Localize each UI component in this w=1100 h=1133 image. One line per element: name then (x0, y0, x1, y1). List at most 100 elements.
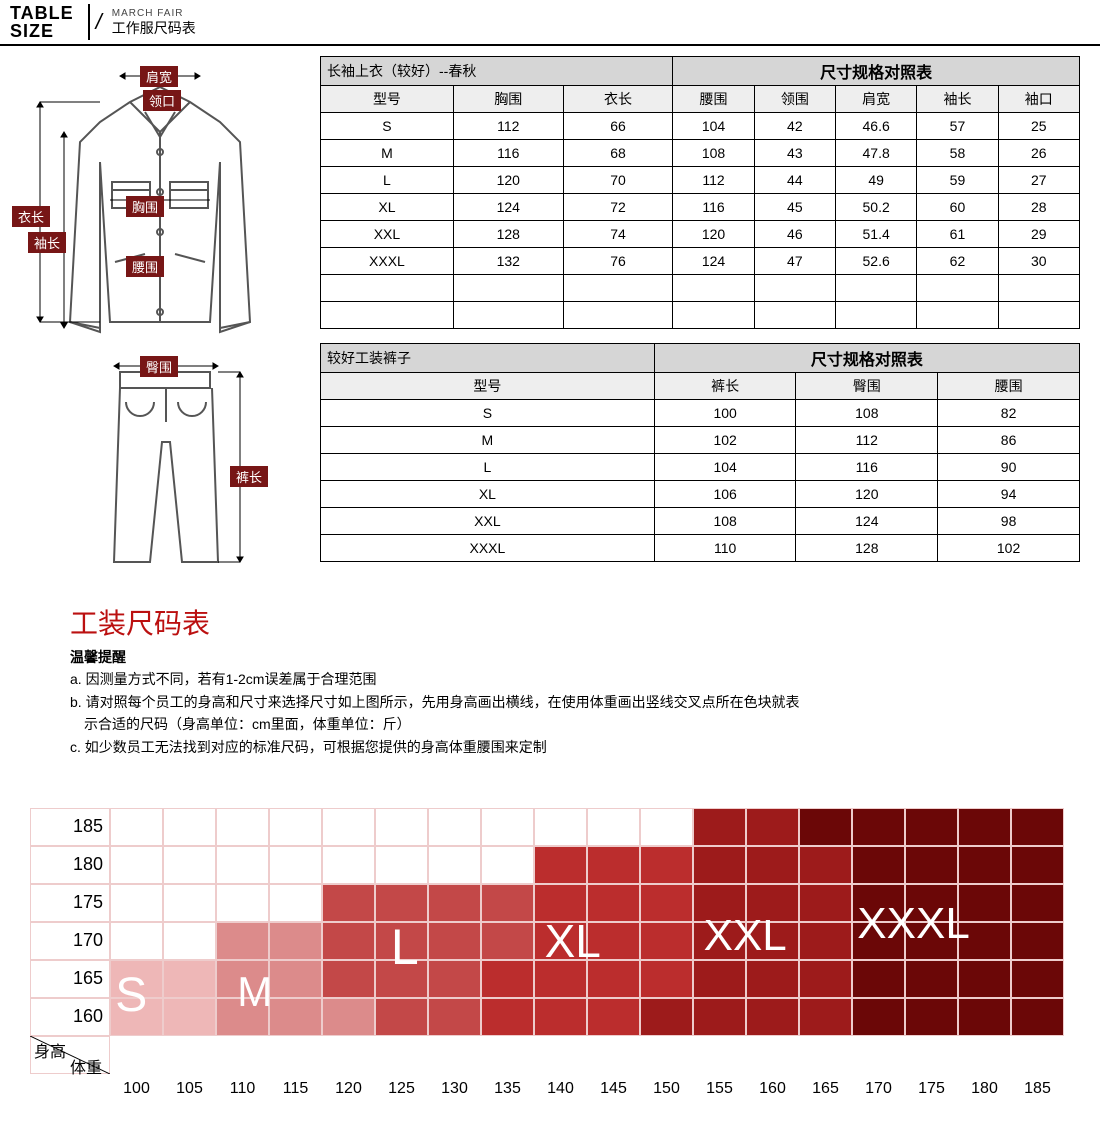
heatmap-cell (110, 846, 163, 884)
heatmap-cell (216, 960, 269, 998)
heatmap-cell (587, 884, 640, 922)
heatmap-cell (746, 808, 799, 846)
heatmap-cell (799, 846, 852, 884)
garment-diagram: 肩宽 领口 胸围 衣长 袖长 腰围 臀围 裤长 (0, 56, 320, 592)
heatmap-cell (587, 960, 640, 998)
heatmap-cell (428, 846, 481, 884)
heatmap-cell (852, 922, 905, 960)
heatmap-cell (481, 960, 534, 998)
heatmap-cell (534, 998, 587, 1036)
heatmap-cell (534, 922, 587, 960)
heatmap-cell (958, 922, 1011, 960)
top-section: 肩宽 领口 胸围 衣长 袖长 腰围 臀围 裤长 长袖上衣（较好）--春秋尺寸规格… (0, 56, 1100, 592)
note-b2: 示合适的尺码（身高单位：cm里面，体重单位：斤） (70, 713, 1100, 735)
heatmap-cell (746, 884, 799, 922)
heatmap-ylabel: 165 (30, 960, 110, 998)
title-english: TABLE SIZE (10, 4, 90, 40)
heatmap-cell (534, 808, 587, 846)
heatmap-cell (746, 922, 799, 960)
heatmap-cell (587, 922, 640, 960)
heatmap-xlabel: 120 (322, 1074, 375, 1098)
heatmap-xlabel: 185 (1011, 1074, 1064, 1098)
subtitle: MARCH FAIR 工作服尺码表 (112, 8, 196, 37)
heatmap-cell (375, 960, 428, 998)
heatmap-cell (693, 960, 746, 998)
heatmap-cell (322, 922, 375, 960)
heatmap-xlabel: 140 (534, 1074, 587, 1098)
heatmap-cell (481, 884, 534, 922)
heatmap-cell (269, 960, 322, 998)
heatmap-cell (640, 960, 693, 998)
heatmap-cell (375, 846, 428, 884)
heatmap-cell (799, 922, 852, 960)
heatmap-xlabel: 100 (110, 1074, 163, 1098)
note-a: a. 因测量方式不同，若有1-2cm误差属于合理范围 (70, 668, 1100, 690)
heatmap-cell (481, 998, 534, 1036)
heatmap-cell (269, 922, 322, 960)
heatmap-cell (163, 884, 216, 922)
heatmap-cell (640, 922, 693, 960)
heatmap-cell (322, 960, 375, 998)
heatmap-cell (428, 998, 481, 1036)
heatmap-cell (746, 846, 799, 884)
heatmap-xlabel: 145 (587, 1074, 640, 1098)
heatmap-ylabel: 170 (30, 922, 110, 960)
heatmap-region: 185180175170165160 SMLXLXXLXXXL 10010511… (30, 808, 1090, 1098)
notes-title: 温馨提醒 (70, 646, 1100, 668)
tag-pantslen: 裤长 (230, 466, 268, 487)
tag-chest: 胸围 (126, 196, 164, 217)
heatmap-cell (269, 884, 322, 922)
heatmap-cell (375, 922, 428, 960)
heatmap-cell (1011, 922, 1064, 960)
heatmap-xlabel: 115 (269, 1074, 322, 1098)
heatmap-xlabel: 170 (852, 1074, 905, 1098)
subtitle-zh: 工作服尺码表 (112, 20, 196, 37)
heatmap-ylabel: 160 (30, 998, 110, 1036)
heatmap-cell (958, 960, 1011, 998)
heatmap-ylabel: 180 (30, 846, 110, 884)
heatmap-cell (852, 998, 905, 1036)
heatmap-cell (693, 922, 746, 960)
heatmap-xlabel: 130 (428, 1074, 481, 1098)
heatmap-cell (852, 808, 905, 846)
heatmap-cell (375, 884, 428, 922)
heatmap-cell (163, 998, 216, 1036)
tag-waist: 腰围 (126, 256, 164, 277)
heatmap-xlabel: 165 (799, 1074, 852, 1098)
top-size-table: 长袖上衣（较好）--春秋尺寸规格对照表型号胸围衣长腰围领围肩宽袖长袖口S1126… (320, 56, 1080, 329)
heatmap-cell (852, 846, 905, 884)
heatmap-xlabel: 105 (163, 1074, 216, 1098)
heatmap-cell (1011, 846, 1064, 884)
mid-heading: 工装尺码表 (70, 602, 1100, 642)
heatmap-cell (905, 960, 958, 998)
heatmap-cell (110, 922, 163, 960)
heatmap-cell (799, 998, 852, 1036)
heatmap-cell (163, 960, 216, 998)
heatmap-cell (481, 846, 534, 884)
heatmap-cell (958, 998, 1011, 1036)
heatmap-cell (322, 884, 375, 922)
heatmap-cell (693, 846, 746, 884)
page-header: TABLE SIZE / MARCH FAIR 工作服尺码表 (0, 0, 1100, 46)
heatmap-cell (958, 808, 1011, 846)
heatmap-cell (905, 884, 958, 922)
tag-sleeve: 袖长 (28, 232, 66, 253)
heatmap-xlabel: 180 (958, 1074, 1011, 1098)
title-en-line1: TABLE (10, 4, 74, 22)
heatmap-cell (216, 922, 269, 960)
tag-hip: 臀围 (140, 356, 178, 377)
heatmap-cell (216, 884, 269, 922)
heatmap-cell (216, 998, 269, 1036)
heatmap-xlabel: 135 (481, 1074, 534, 1098)
heatmap-xlabel: 175 (905, 1074, 958, 1098)
heatmap-cell (640, 884, 693, 922)
heatmap-xlabel: 160 (746, 1074, 799, 1098)
heatmap-cell (799, 960, 852, 998)
heatmap-cell (534, 884, 587, 922)
heatmap-cell (428, 960, 481, 998)
heatmap-cell (269, 808, 322, 846)
heatmap-grid: 185180175170165160 (30, 808, 1090, 1074)
heatmap-cell (958, 884, 1011, 922)
heatmap-cell (428, 922, 481, 960)
tag-collar: 领口 (143, 90, 181, 111)
